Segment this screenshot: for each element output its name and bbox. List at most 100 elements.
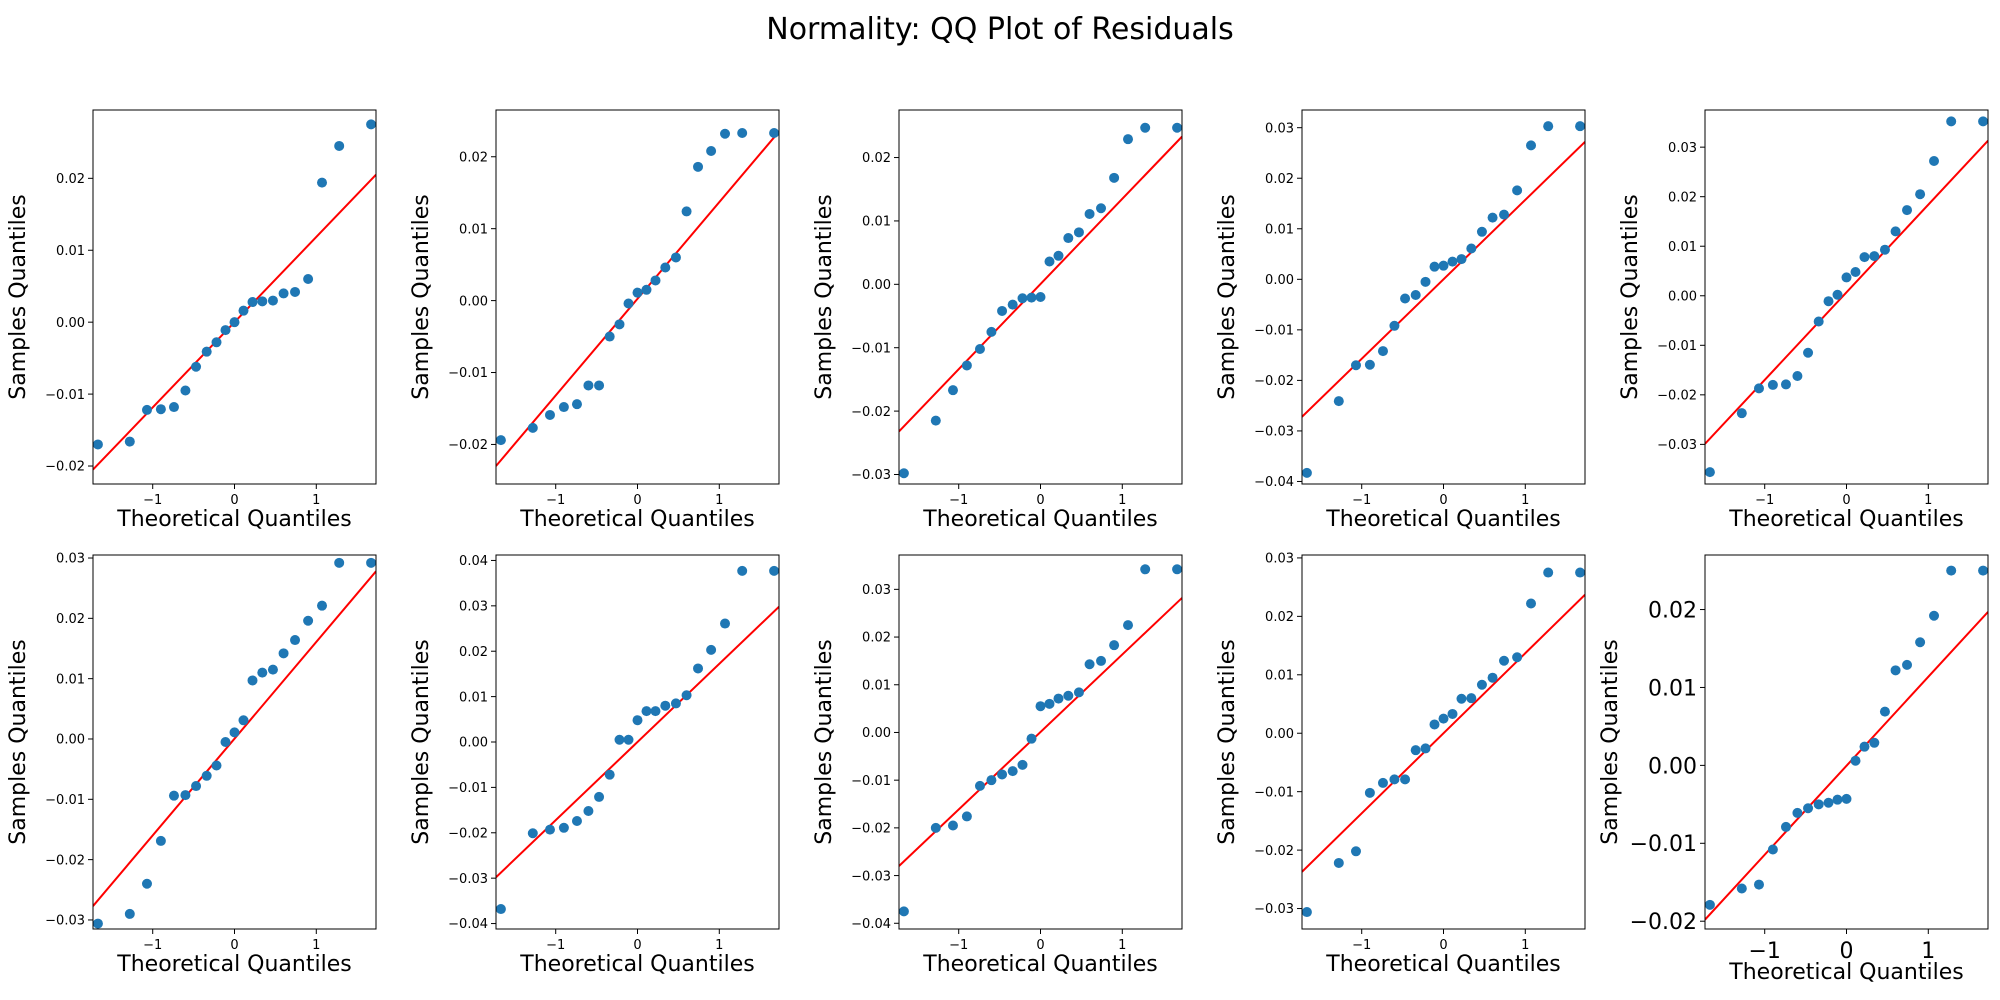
data-point bbox=[278, 288, 289, 299]
reference-line bbox=[1705, 140, 1988, 445]
data-point bbox=[1753, 879, 1764, 890]
y-tick-label: 0.00 bbox=[1668, 289, 1697, 304]
data-point bbox=[1007, 299, 1018, 310]
x-tick-label: 0 bbox=[1840, 939, 1854, 964]
data-point bbox=[632, 287, 643, 298]
y-tick-label: 0.03 bbox=[1265, 121, 1294, 136]
data-point bbox=[604, 331, 615, 342]
data-point bbox=[1053, 250, 1064, 261]
reference-line bbox=[93, 570, 376, 907]
data-point bbox=[1929, 610, 1940, 621]
data-point bbox=[681, 206, 692, 217]
y-tick-label: 0.01 bbox=[459, 690, 488, 705]
y-tick-label: 0.02 bbox=[459, 645, 488, 660]
y-tick-label: −0.02 bbox=[45, 460, 85, 475]
y-tick-label: −0.04 bbox=[1254, 475, 1294, 490]
data-point bbox=[650, 275, 661, 286]
data-point bbox=[1526, 140, 1537, 151]
y-tick-label: −0.01 bbox=[448, 366, 488, 381]
x-axis-label: Theoretical Quantiles bbox=[116, 507, 351, 532]
y-axis-label: Samples Quantiles bbox=[409, 639, 434, 844]
x-tick-label: 1 bbox=[715, 938, 723, 953]
y-tick-label: 0.02 bbox=[56, 612, 85, 627]
data-point bbox=[1466, 243, 1477, 254]
data-point bbox=[238, 305, 249, 316]
y-tick-label: 0.02 bbox=[1668, 190, 1697, 205]
y-tick-label: 0.03 bbox=[1668, 141, 1697, 156]
data-point bbox=[1377, 777, 1388, 788]
data-point bbox=[693, 663, 704, 674]
x-tick-label: 0 bbox=[1439, 938, 1447, 953]
data-point bbox=[527, 828, 538, 839]
y-axis-label: Samples Quantiles bbox=[812, 194, 837, 399]
data-point bbox=[334, 557, 345, 568]
y-tick-label: 0.02 bbox=[1265, 610, 1294, 625]
data-point bbox=[558, 402, 569, 413]
data-point bbox=[571, 815, 582, 826]
y-tick-label: 0.01 bbox=[459, 222, 488, 237]
x-axis-label: Theoretical Quantiles bbox=[1325, 952, 1560, 977]
y-tick-label: −0.01 bbox=[851, 774, 891, 789]
data-point bbox=[641, 706, 652, 717]
y-axis-label: Samples Quantiles bbox=[812, 639, 837, 844]
x-tick-label: −1 bbox=[143, 938, 162, 953]
data-point bbox=[1026, 733, 1037, 744]
data-point bbox=[1869, 737, 1880, 748]
y-tick-label: 0.00 bbox=[56, 316, 85, 331]
data-point bbox=[1333, 396, 1344, 407]
y-tick-label: −0.03 bbox=[448, 872, 488, 887]
y-tick-label: −0.02 bbox=[851, 822, 891, 837]
x-tick-label: −1 bbox=[1755, 493, 1774, 508]
x-tick-label: 1 bbox=[1118, 493, 1126, 508]
y-tick-label: −0.01 bbox=[448, 781, 488, 796]
y-tick-label: 0.02 bbox=[1265, 172, 1294, 187]
data-point bbox=[1140, 122, 1151, 133]
reference-line bbox=[496, 606, 779, 878]
data-point bbox=[1420, 743, 1431, 754]
data-point bbox=[1890, 226, 1901, 237]
data-point bbox=[1705, 899, 1715, 910]
y-tick-label: −0.03 bbox=[1254, 902, 1294, 917]
data-point bbox=[1499, 209, 1510, 220]
data-point bbox=[267, 295, 278, 306]
data-point bbox=[947, 385, 958, 396]
data-point bbox=[1364, 359, 1375, 370]
data-point bbox=[1429, 719, 1440, 730]
y-tick-label: −0.02 bbox=[851, 405, 891, 420]
data-point bbox=[1302, 467, 1312, 478]
data-point bbox=[997, 305, 1008, 316]
data-point bbox=[1389, 774, 1400, 785]
data-point bbox=[1499, 655, 1510, 666]
axes-frame bbox=[1301, 554, 1586, 930]
data-point bbox=[737, 565, 748, 576]
data-point bbox=[1140, 564, 1151, 575]
x-tick-label: 0 bbox=[1439, 493, 1447, 508]
data-point bbox=[1780, 821, 1791, 832]
data-point bbox=[1109, 640, 1120, 651]
x-axis-label: Theoretical Quantiles bbox=[922, 507, 1157, 532]
x-tick-label: 1 bbox=[1521, 938, 1529, 953]
data-point bbox=[201, 346, 212, 357]
data-point bbox=[1832, 794, 1843, 805]
y-tick-label: −0.02 bbox=[448, 826, 488, 841]
data-point bbox=[1044, 256, 1055, 267]
qq-panel-7: −1 0 1 −0.04 −0.03 −0.02 −0.01 0.00 0.01 0.02 0.03… bbox=[409, 554, 780, 977]
data-point bbox=[1767, 379, 1778, 390]
data-point bbox=[229, 727, 240, 738]
data-point bbox=[1978, 565, 1988, 576]
data-point bbox=[1487, 212, 1498, 223]
data-point bbox=[1447, 256, 1458, 267]
data-point bbox=[1172, 564, 1182, 575]
data-point bbox=[1767, 844, 1778, 855]
data-point bbox=[1543, 121, 1554, 132]
x-tick-label: 1 bbox=[715, 493, 723, 508]
data-point bbox=[737, 128, 748, 139]
data-point bbox=[1096, 203, 1107, 214]
data-point bbox=[1400, 293, 1411, 304]
data-point bbox=[267, 664, 278, 675]
data-point bbox=[706, 644, 717, 655]
data-point bbox=[1466, 693, 1477, 704]
data-point bbox=[211, 337, 222, 348]
data-point bbox=[1377, 346, 1388, 357]
data-point bbox=[660, 700, 671, 711]
